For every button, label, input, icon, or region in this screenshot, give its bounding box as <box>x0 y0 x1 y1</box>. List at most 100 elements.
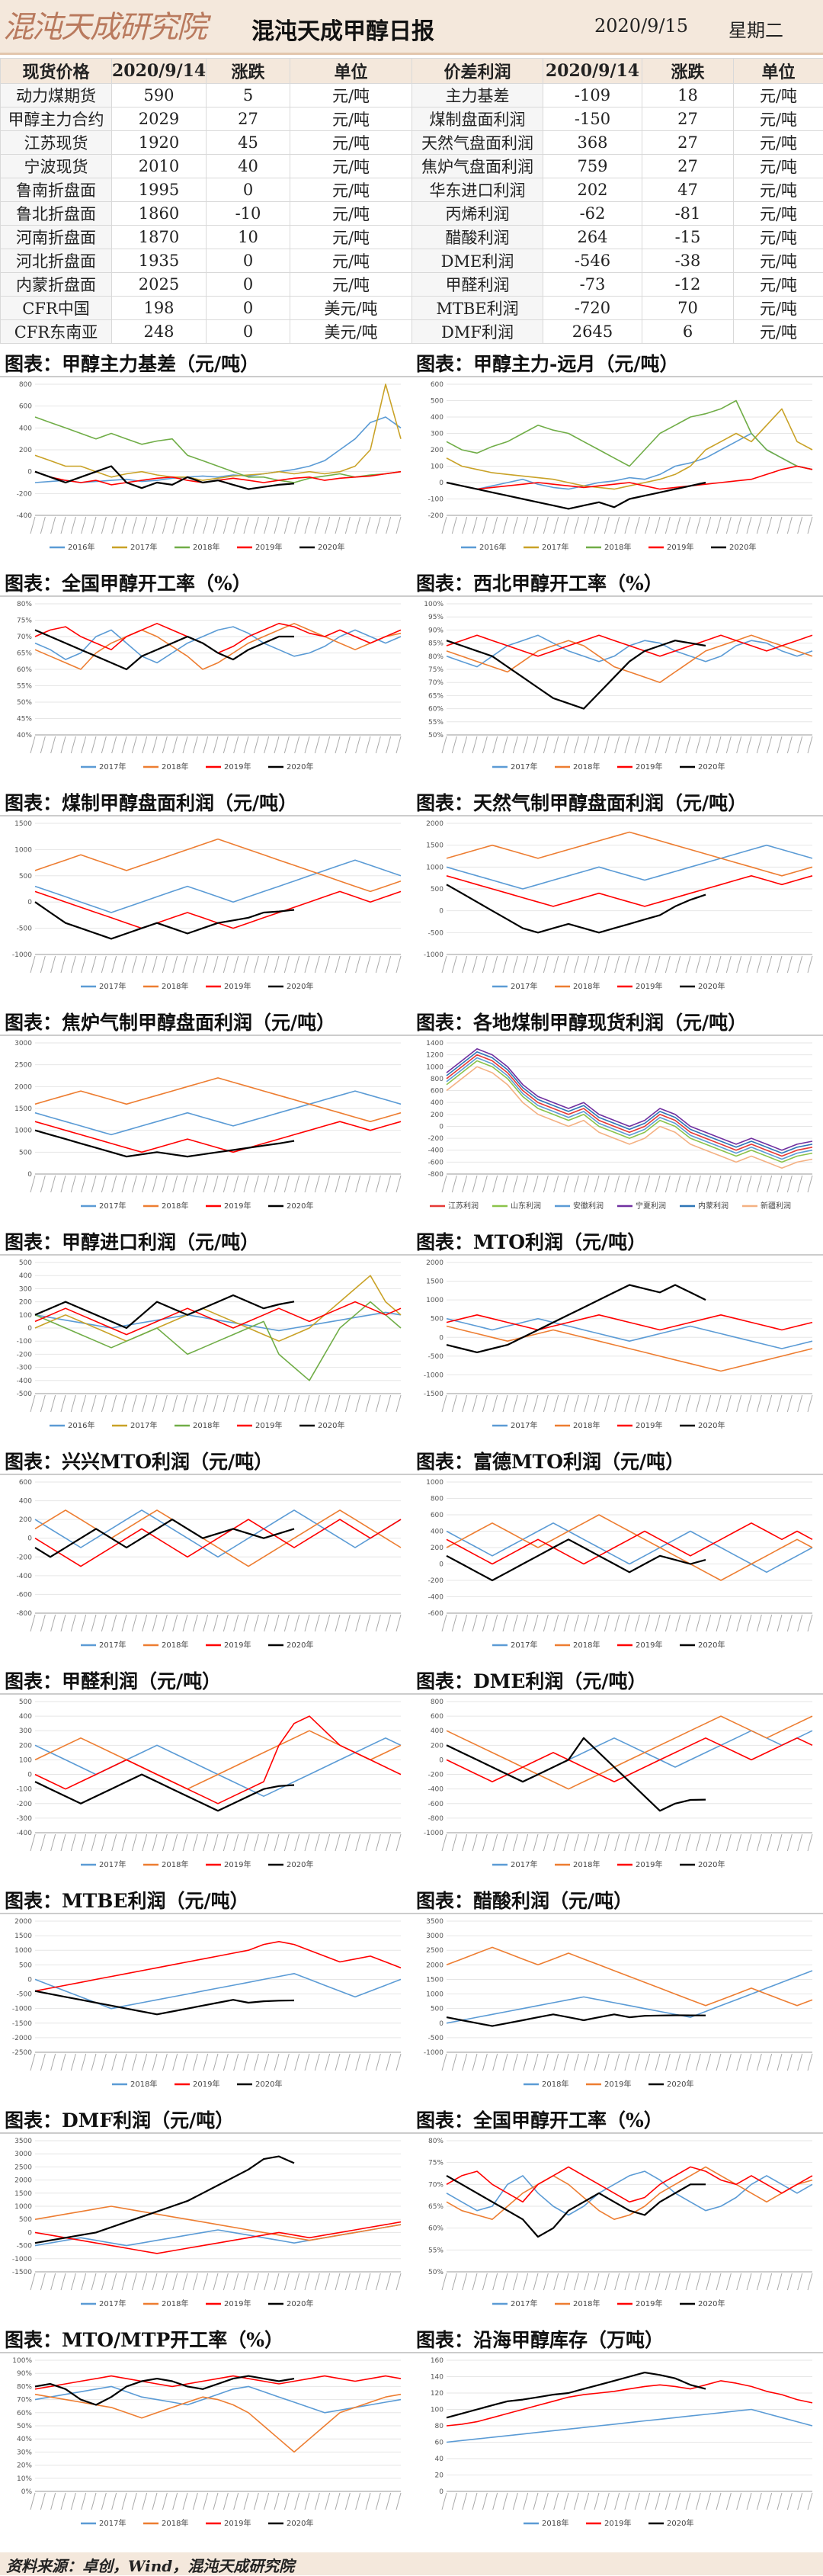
y-tick-label: 600 <box>431 1512 444 1519</box>
x-tick-mark <box>777 2493 782 2510</box>
y-tick-label: 500 <box>19 1962 32 1969</box>
x-tick-mark <box>533 2054 538 2071</box>
x-tick-mark <box>726 517 731 534</box>
x-tick-mark <box>223 517 228 534</box>
y-tick-label: 0 <box>27 2229 32 2237</box>
table-cell: 0 <box>207 273 290 297</box>
y-tick-label: 0 <box>439 1756 444 1764</box>
legend-label: 2018年 <box>130 2079 157 2089</box>
chart-panel: 图表：全国甲醇开工率（%）80%75%70%65%60%55%50%45%40%… <box>0 567 412 787</box>
x-tick-mark <box>452 2054 456 2071</box>
legend-label: 2020年 <box>667 2079 693 2089</box>
series-line <box>447 832 812 876</box>
series-line <box>35 860 401 913</box>
x-tick-mark <box>162 736 167 753</box>
legend-label: 2018年 <box>573 762 600 772</box>
x-tick-mark <box>40 956 45 973</box>
x-tick-mark <box>737 2054 741 2071</box>
x-tick-mark <box>726 956 731 973</box>
x-tick-mark <box>376 1834 380 1851</box>
x-tick-mark <box>696 956 700 973</box>
x-tick-mark <box>584 956 589 973</box>
x-tick-mark <box>132 1834 136 1851</box>
y-tick-label: 160 <box>431 2357 444 2365</box>
y-tick-label: 0 <box>27 1325 32 1333</box>
x-tick-mark <box>162 956 167 973</box>
x-tick-mark <box>82 1834 86 1851</box>
x-tick-mark <box>543 1615 548 1631</box>
series-line <box>447 635 812 682</box>
y-tick-label: -800 <box>428 1171 444 1179</box>
legend-label: 2020年 <box>667 2518 693 2528</box>
y-tick-label: -300 <box>17 1365 33 1372</box>
x-tick-mark <box>193 736 197 753</box>
y-tick-label: 600 <box>431 1713 444 1721</box>
series-line <box>447 1971 812 2023</box>
legend-label: 2020年 <box>729 542 756 552</box>
x-tick-mark <box>584 2493 589 2510</box>
x-tick-mark <box>594 736 599 753</box>
x-tick-mark <box>787 1176 792 1192</box>
x-tick-mark <box>305 736 309 753</box>
y-tick-label: 500 <box>431 398 444 406</box>
table-cell: 华东进口利润 <box>412 178 543 202</box>
y-tick-label: -400 <box>17 1378 33 1385</box>
y-tick-label: 80% <box>17 601 32 608</box>
x-tick-mark <box>604 2273 609 2290</box>
x-tick-mark <box>61 956 66 973</box>
x-tick-mark <box>635 1395 639 1412</box>
x-tick-mark <box>132 517 136 534</box>
x-tick-mark <box>747 956 751 973</box>
y-tick-label: 800 <box>19 381 32 389</box>
x-tick-mark <box>676 736 680 753</box>
x-tick-mark <box>234 2493 239 2510</box>
x-tick-mark <box>112 1615 117 1631</box>
x-tick-mark <box>452 1615 456 1631</box>
legend-label: 2018年 <box>542 2518 568 2528</box>
y-tick-label: 0 <box>439 1123 444 1131</box>
x-tick-mark <box>396 2493 401 2510</box>
legend-label: 2018年 <box>162 762 188 772</box>
x-tick-mark <box>543 736 548 753</box>
x-tick-mark <box>101 956 106 973</box>
x-tick-mark <box>152 956 157 973</box>
legend-label: 2020年 <box>698 1859 725 1869</box>
x-tick-mark <box>183 956 187 973</box>
x-tick-mark <box>193 2493 197 2510</box>
x-tick-mark <box>152 2054 157 2071</box>
y-tick-label: 70% <box>428 679 444 687</box>
y-tick-label: 3000 <box>426 1933 444 1940</box>
x-tick-mark <box>223 956 228 973</box>
y-tick-label: 500 <box>431 886 444 893</box>
x-tick-mark <box>91 1176 96 1192</box>
series-line <box>447 2171 812 2215</box>
x-tick-mark <box>594 1176 599 1192</box>
x-tick-mark <box>767 2273 772 2290</box>
x-tick-mark <box>726 1615 731 1631</box>
y-tick-label: 70% <box>17 2397 32 2404</box>
x-tick-mark <box>594 956 599 973</box>
x-tick-mark <box>645 517 650 534</box>
x-tick-mark <box>564 736 568 753</box>
x-tick-mark <box>615 2493 620 2510</box>
table-cell: 元/吨 <box>290 84 412 107</box>
table-cell: 10 <box>207 226 290 249</box>
x-tick-mark <box>40 517 45 534</box>
x-tick-mark <box>808 1834 812 1851</box>
x-tick-mark <box>503 2054 508 2071</box>
legend-label: 2017年 <box>511 1420 537 1430</box>
series-line <box>447 1319 812 1349</box>
x-tick-mark <box>315 2493 319 2510</box>
x-tick-mark <box>726 2054 731 2071</box>
x-tick-mark <box>61 2273 66 2290</box>
x-tick-mark <box>223 1395 228 1412</box>
x-tick-mark <box>767 2493 772 2510</box>
x-tick-mark <box>71 736 75 753</box>
x-tick-mark <box>696 1395 700 1412</box>
x-tick-mark <box>315 736 319 753</box>
